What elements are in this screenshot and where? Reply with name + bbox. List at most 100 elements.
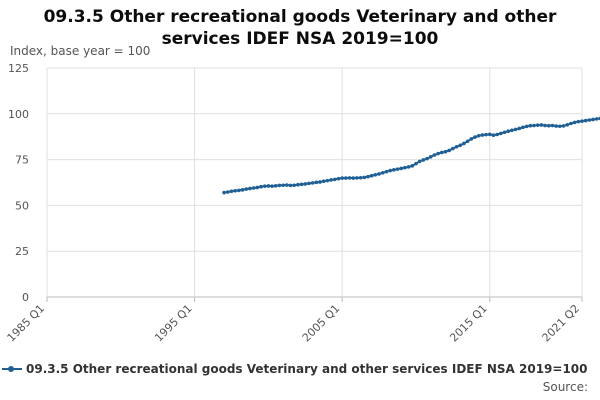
data-point[interactable] bbox=[480, 133, 485, 137]
data-point[interactable] bbox=[244, 187, 249, 191]
data-point[interactable] bbox=[447, 148, 451, 153]
data-point[interactable] bbox=[384, 169, 389, 174]
data-point[interactable] bbox=[535, 123, 540, 127]
data-point[interactable] bbox=[432, 153, 437, 157]
data-point[interactable] bbox=[366, 174, 370, 179]
data-point[interactable] bbox=[303, 182, 308, 186]
data-point[interactable] bbox=[414, 161, 418, 166]
data-point[interactable] bbox=[451, 146, 455, 151]
data-point[interactable] bbox=[325, 178, 330, 183]
data-point[interactable] bbox=[576, 119, 581, 124]
data-point[interactable] bbox=[292, 183, 297, 188]
data-point[interactable] bbox=[587, 118, 592, 122]
data-point[interactable] bbox=[229, 189, 234, 194]
data-point[interactable] bbox=[469, 137, 474, 141]
data-point[interactable] bbox=[329, 178, 333, 182]
data-point[interactable] bbox=[591, 117, 595, 122]
data-point[interactable] bbox=[561, 124, 566, 128]
data-point[interactable] bbox=[417, 159, 422, 164]
data-point[interactable] bbox=[499, 131, 503, 136]
data-point[interactable] bbox=[255, 185, 260, 190]
data-point[interactable] bbox=[521, 125, 525, 130]
data-point[interactable] bbox=[510, 128, 514, 133]
data-point[interactable] bbox=[443, 149, 448, 154]
data-point[interactable] bbox=[580, 119, 584, 123]
data-point[interactable] bbox=[273, 184, 278, 188]
data-point[interactable] bbox=[421, 158, 426, 162]
data-point[interactable] bbox=[569, 121, 573, 126]
data-point[interactable] bbox=[296, 182, 300, 187]
data-point[interactable] bbox=[539, 123, 544, 127]
data-point[interactable] bbox=[546, 123, 551, 128]
data-point[interactable] bbox=[583, 118, 588, 123]
data-point[interactable] bbox=[344, 176, 348, 180]
data-point[interactable] bbox=[524, 124, 529, 129]
data-point[interactable] bbox=[491, 133, 496, 138]
data-point[interactable] bbox=[355, 176, 359, 180]
data-point[interactable] bbox=[517, 126, 522, 131]
data-point[interactable] bbox=[362, 175, 367, 180]
data-point[interactable] bbox=[237, 188, 241, 193]
data-point[interactable] bbox=[299, 182, 304, 187]
data-point[interactable] bbox=[262, 184, 267, 188]
data-point[interactable] bbox=[528, 123, 533, 128]
data-point[interactable] bbox=[240, 188, 245, 192]
data-point[interactable] bbox=[406, 165, 411, 169]
data-point[interactable] bbox=[565, 122, 570, 127]
data-point[interactable] bbox=[436, 151, 440, 156]
data-point[interactable] bbox=[495, 132, 499, 137]
data-point[interactable] bbox=[454, 144, 459, 149]
legend[interactable]: 09.3.5 Other recreational goods Veterina… bbox=[0, 362, 600, 376]
data-point[interactable] bbox=[594, 117, 599, 121]
data-point[interactable] bbox=[543, 123, 547, 128]
data-point[interactable] bbox=[266, 184, 271, 188]
data-point[interactable] bbox=[395, 167, 400, 171]
data-point[interactable] bbox=[222, 190, 226, 195]
data-point[interactable] bbox=[506, 129, 511, 133]
data-point[interactable] bbox=[487, 132, 492, 137]
data-point[interactable] bbox=[410, 164, 415, 168]
data-point[interactable] bbox=[373, 173, 378, 177]
data-point[interactable] bbox=[550, 123, 555, 128]
data-point[interactable] bbox=[388, 168, 392, 173]
data-point[interactable] bbox=[554, 124, 558, 128]
data-point[interactable] bbox=[248, 186, 252, 191]
data-point[interactable] bbox=[380, 170, 385, 175]
data-point[interactable] bbox=[392, 168, 396, 172]
data-point[interactable] bbox=[251, 186, 256, 190]
data-point[interactable] bbox=[314, 180, 319, 185]
data-point[interactable] bbox=[377, 172, 381, 176]
data-point[interactable] bbox=[369, 173, 374, 178]
data-point[interactable] bbox=[532, 123, 536, 128]
data-point[interactable] bbox=[473, 135, 477, 139]
data-point[interactable] bbox=[321, 179, 326, 184]
data-point[interactable] bbox=[347, 176, 352, 180]
data-point[interactable] bbox=[259, 184, 263, 189]
data-point[interactable] bbox=[307, 181, 311, 186]
data-point[interactable] bbox=[332, 177, 337, 182]
data-point[interactable] bbox=[336, 176, 341, 181]
data-point[interactable] bbox=[458, 143, 463, 148]
data-point[interactable] bbox=[558, 124, 562, 129]
data-point[interactable] bbox=[233, 188, 237, 193]
data-point[interactable] bbox=[281, 183, 285, 188]
data-point[interactable] bbox=[310, 181, 315, 185]
data-point[interactable] bbox=[270, 184, 274, 188]
data-point[interactable] bbox=[277, 183, 282, 188]
data-point[interactable] bbox=[476, 133, 481, 138]
data-point[interactable] bbox=[399, 166, 404, 171]
data-point[interactable] bbox=[439, 150, 444, 155]
data-point[interactable] bbox=[285, 183, 289, 187]
data-point[interactable] bbox=[425, 156, 429, 161]
data-point[interactable] bbox=[358, 175, 363, 180]
data-point[interactable] bbox=[462, 141, 466, 146]
data-point[interactable] bbox=[502, 130, 507, 135]
data-point[interactable] bbox=[428, 155, 433, 159]
data-point[interactable] bbox=[484, 132, 488, 137]
data-point[interactable] bbox=[288, 183, 293, 188]
data-point[interactable] bbox=[351, 176, 356, 180]
data-point[interactable] bbox=[225, 190, 230, 194]
data-point[interactable] bbox=[403, 165, 407, 170]
data-point[interactable] bbox=[465, 139, 470, 144]
data-point[interactable] bbox=[513, 127, 518, 132]
